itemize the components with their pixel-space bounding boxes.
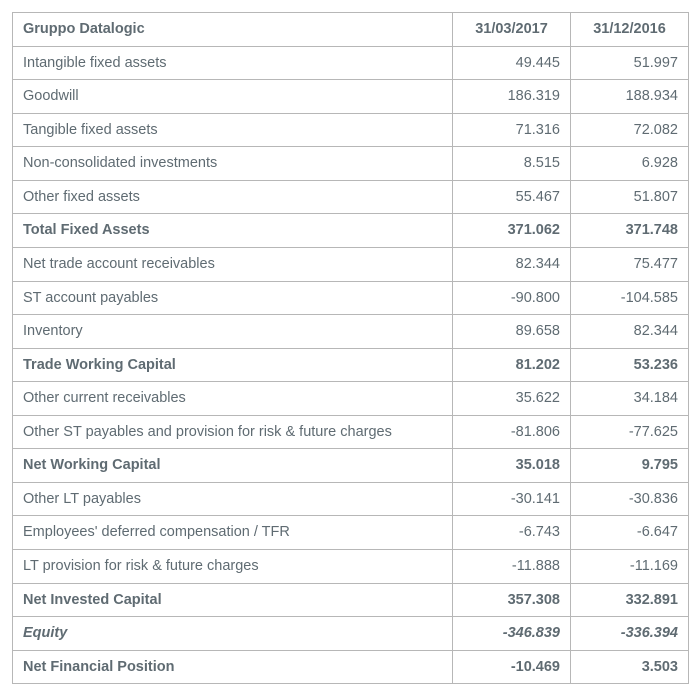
row-value-1: 49.445 <box>453 46 571 80</box>
row-value-1: 71.316 <box>453 113 571 147</box>
row-value-2: -104.585 <box>571 281 689 315</box>
row-value-2: 332.891 <box>571 583 689 617</box>
table-row: Net trade account receivables82.34475.47… <box>13 247 689 281</box>
row-value-1: 35.018 <box>453 449 571 483</box>
row-value-1: -11.888 <box>453 550 571 584</box>
row-value-2: 82.344 <box>571 315 689 349</box>
table-header-row: Gruppo Datalogic 31/03/2017 31/12/2016 <box>13 13 689 47</box>
row-value-1: 186.319 <box>453 80 571 114</box>
row-value-2: -77.625 <box>571 415 689 449</box>
row-value-1: -6.743 <box>453 516 571 550</box>
row-value-2: -336.394 <box>571 617 689 651</box>
table-row: Employees' deferred compensation / TFR-6… <box>13 516 689 550</box>
row-value-1: 81.202 <box>453 348 571 382</box>
row-value-2: 51.997 <box>571 46 689 80</box>
row-value-2: 51.807 <box>571 180 689 214</box>
row-value-1: 357.308 <box>453 583 571 617</box>
row-value-1: 55.467 <box>453 180 571 214</box>
row-value-2: 188.934 <box>571 80 689 114</box>
row-value-1: 8.515 <box>453 147 571 181</box>
row-label: Net Working Capital <box>13 449 453 483</box>
header-entity: Gruppo Datalogic <box>13 13 453 47</box>
row-label: Goodwill <box>13 80 453 114</box>
table-row: Other fixed assets55.46751.807 <box>13 180 689 214</box>
row-value-1: -10.469 <box>453 650 571 684</box>
row-value-2: 9.795 <box>571 449 689 483</box>
row-value-1: -81.806 <box>453 415 571 449</box>
table-row: Tangible fixed assets71.31672.082 <box>13 113 689 147</box>
header-period-1: 31/03/2017 <box>453 13 571 47</box>
row-value-2: 371.748 <box>571 214 689 248</box>
row-label: Total Fixed Assets <box>13 214 453 248</box>
table-row: LT provision for risk & future charges-1… <box>13 550 689 584</box>
table-row: Goodwill186.319188.934 <box>13 80 689 114</box>
row-label: Net Financial Position <box>13 650 453 684</box>
row-label: Equity <box>13 617 453 651</box>
row-value-2: 72.082 <box>571 113 689 147</box>
row-value-1: 89.658 <box>453 315 571 349</box>
row-label: Trade Working Capital <box>13 348 453 382</box>
row-value-2: -30.836 <box>571 482 689 516</box>
row-label: Net Invested Capital <box>13 583 453 617</box>
row-label: LT provision for risk & future charges <box>13 550 453 584</box>
table-row: Other ST payables and provision for risk… <box>13 415 689 449</box>
table-row: Total Fixed Assets371.062371.748 <box>13 214 689 248</box>
row-label: Other LT payables <box>13 482 453 516</box>
header-period-2: 31/12/2016 <box>571 13 689 47</box>
row-value-2: -6.647 <box>571 516 689 550</box>
row-value-2: 34.184 <box>571 382 689 416</box>
row-label: Inventory <box>13 315 453 349</box>
row-value-1: 371.062 <box>453 214 571 248</box>
balance-sheet-table: Gruppo Datalogic 31/03/2017 31/12/2016 I… <box>12 12 689 684</box>
row-value-2: 53.236 <box>571 348 689 382</box>
row-value-1: 82.344 <box>453 247 571 281</box>
row-value-1: -30.141 <box>453 482 571 516</box>
row-value-2: -11.169 <box>571 550 689 584</box>
row-label: Other fixed assets <box>13 180 453 214</box>
table-row: ST account payables-90.800-104.585 <box>13 281 689 315</box>
row-label: ST account payables <box>13 281 453 315</box>
row-value-2: 6.928 <box>571 147 689 181</box>
table-row: Non-consolidated investments8.5156.928 <box>13 147 689 181</box>
table-row: Intangible fixed assets49.44551.997 <box>13 46 689 80</box>
row-value-1: -346.839 <box>453 617 571 651</box>
row-label: Intangible fixed assets <box>13 46 453 80</box>
table-row: Net Invested Capital357.308332.891 <box>13 583 689 617</box>
row-label: Tangible fixed assets <box>13 113 453 147</box>
table-row: Equity-346.839-336.394 <box>13 617 689 651</box>
table-row: Net Financial Position-10.4693.503 <box>13 650 689 684</box>
row-label: Other ST payables and provision for risk… <box>13 415 453 449</box>
row-value-1: -90.800 <box>453 281 571 315</box>
row-value-2: 3.503 <box>571 650 689 684</box>
table-row: Trade Working Capital81.20253.236 <box>13 348 689 382</box>
table-row: Other current receivables35.62234.184 <box>13 382 689 416</box>
table-row: Net Working Capital35.0189.795 <box>13 449 689 483</box>
row-value-1: 35.622 <box>453 382 571 416</box>
row-label: Non-consolidated investments <box>13 147 453 181</box>
table-row: Other LT payables-30.141-30.836 <box>13 482 689 516</box>
row-label: Net trade account receivables <box>13 247 453 281</box>
table-row: Inventory89.65882.344 <box>13 315 689 349</box>
row-label: Other current receivables <box>13 382 453 416</box>
row-label: Employees' deferred compensation / TFR <box>13 516 453 550</box>
row-value-2: 75.477 <box>571 247 689 281</box>
